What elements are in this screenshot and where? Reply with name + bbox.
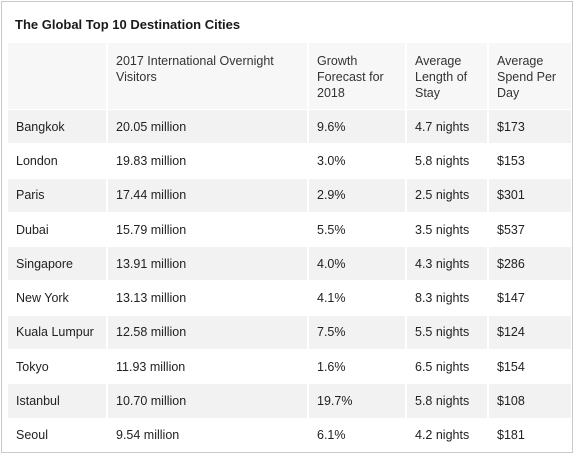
table-title: The Global Top 10 Destination Cities	[15, 17, 241, 32]
table-row: Paris 17.44 million 2.9% 2.5 nights $301	[8, 177, 571, 212]
table-row: London 19.83 million 3.0% 5.8 nights $15…	[8, 143, 571, 178]
cell-stay: 4.7 nights	[407, 110, 489, 144]
cell-spend: $153	[497, 153, 525, 168]
cell-visitors: 13.13 million	[108, 281, 309, 315]
cell-city: Bangkok	[8, 110, 108, 144]
cell-city: Seoul	[8, 418, 108, 452]
cell-growth: 6.1%	[309, 418, 407, 452]
cell-visitors: 9.54 million	[108, 418, 309, 452]
cell-city: London	[8, 144, 108, 178]
cell-growth: 1.6%	[309, 350, 407, 384]
cell-stay: 8.3 nights	[407, 281, 489, 315]
cell-spend: $108	[497, 394, 525, 409]
cell-growth: 5.5%	[309, 212, 407, 247]
cell-growth: 2.9%	[309, 178, 407, 212]
cell-city: Paris	[8, 178, 108, 212]
cell-stay: 4.3 nights	[407, 247, 489, 281]
cell-visitors: 11.93 million	[108, 350, 309, 384]
cell-visitors: 17.44 million	[108, 178, 309, 212]
cell-city: New York	[8, 281, 108, 315]
header-cell-visitors: 2017 International Overnight Visitors	[108, 43, 309, 109]
cell-stay: 6.5 nights	[407, 350, 489, 384]
cell-stay: 5.8 nights	[407, 144, 489, 178]
cell-city: Kuala Lumpur	[8, 315, 108, 350]
destination-cities-table: 2017 International Overnight Visitors Gr…	[8, 42, 571, 452]
header-cell-spend: Average Spend Per Day	[497, 54, 557, 100]
cell-spend: $537	[497, 222, 525, 237]
cell-stay: 5.5 nights	[407, 315, 489, 350]
cell-visitors: 13.91 million	[108, 247, 309, 281]
cell-visitors: 10.70 million	[108, 384, 309, 418]
cell-growth: 4.0%	[309, 247, 407, 281]
header-cell-stay: Average Length of Stay	[407, 43, 489, 109]
cell-spend: $147	[497, 291, 525, 306]
cell-city: Dubai	[8, 212, 108, 247]
cell-growth: 7.5%	[309, 315, 407, 350]
table-row: Kuala Lumpur 12.58 million 7.5% 5.5 nigh…	[8, 314, 571, 350]
cell-spend: $173	[497, 119, 525, 134]
cell-spend: $181	[497, 428, 525, 443]
cell-visitors: 20.05 million	[108, 110, 309, 144]
table-row: Istanbul 10.70 million 19.7% 5.8 nights …	[8, 383, 571, 418]
table-row: New York 13.13 million 4.1% 8.3 nights $…	[8, 280, 571, 315]
table-row: Dubai 15.79 million 5.5% 3.5 nights $537	[8, 211, 571, 247]
cell-stay: 4.2 nights	[407, 418, 489, 452]
cell-visitors: 15.79 million	[108, 212, 309, 247]
cell-growth: 4.1%	[309, 281, 407, 315]
cell-growth: 9.6%	[309, 110, 407, 144]
table-header-row: 2017 International Overnight Visitors Gr…	[8, 42, 571, 109]
cell-spend: $154	[497, 359, 525, 374]
header-cell-city	[8, 43, 108, 109]
table-row: Tokyo 11.93 million 1.6% 6.5 nights $154	[8, 349, 571, 384]
cell-stay: 2.5 nights	[407, 178, 489, 212]
cell-spend: $124	[497, 325, 525, 340]
cell-growth: 19.7%	[309, 384, 407, 418]
table-row: Bangkok 20.05 million 9.6% 4.7 nights $1…	[8, 109, 571, 144]
header-cell-growth: Growth Forecast for 2018	[309, 43, 407, 109]
cell-city: Tokyo	[8, 350, 108, 384]
cell-city: Singapore	[8, 247, 108, 281]
cell-visitors: 19.83 million	[108, 144, 309, 178]
cell-spend: $301	[497, 188, 525, 203]
cell-city: Istanbul	[8, 384, 108, 418]
cell-spend: $286	[497, 256, 525, 271]
cell-growth: 3.0%	[309, 144, 407, 178]
table-row: Seoul 9.54 million 6.1% 4.2 nights $181	[8, 417, 571, 452]
cell-stay: 3.5 nights	[407, 212, 489, 247]
table-row: Singapore 13.91 million 4.0% 4.3 nights …	[8, 246, 571, 281]
cell-stay: 5.8 nights	[407, 384, 489, 418]
cell-visitors: 12.58 million	[108, 315, 309, 350]
